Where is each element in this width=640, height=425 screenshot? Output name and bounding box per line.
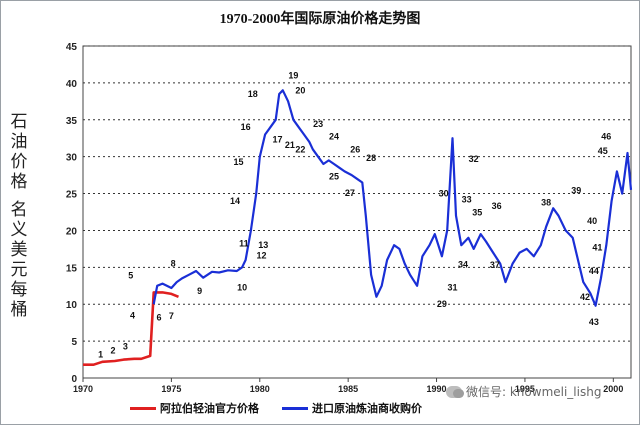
annotation-label-21: 21 (285, 140, 295, 150)
annotation-label-40: 40 (587, 216, 597, 226)
y-axis-label-line-1: 石油价格 (10, 112, 28, 191)
annotation-label-20: 20 (295, 85, 305, 95)
annotation-label-38: 38 (541, 197, 551, 207)
annotation-label-32: 32 (469, 154, 479, 164)
annotation-label-45: 45 (598, 146, 608, 156)
annotation-label-17: 17 (272, 135, 282, 145)
annotation-label-43: 43 (589, 317, 599, 327)
annotation-label-25: 25 (329, 172, 339, 182)
annotation-label-22: 22 (295, 144, 305, 154)
legend-swatch-red (130, 406, 156, 410)
annotation-label-23: 23 (313, 119, 323, 129)
series-line-1 (152, 89, 633, 307)
y-tick-label-15: 15 (66, 263, 78, 274)
annotation-label-18: 18 (248, 89, 258, 99)
annotation-label-46: 46 (601, 132, 611, 142)
annotation-label-14: 14 (230, 196, 240, 206)
annotation-label-44: 44 (589, 266, 599, 276)
annotation-label-7: 7 (169, 311, 174, 321)
annotation-label-12: 12 (257, 251, 267, 261)
annotation-label-35: 35 (472, 208, 482, 218)
annotation-label-24: 24 (329, 132, 339, 142)
x-tick-label-1975: 1975 (161, 384, 181, 394)
annotation-label-3: 3 (123, 341, 128, 351)
annotation-label-28: 28 (366, 153, 376, 163)
annotation-label-31: 31 (447, 282, 457, 292)
annotation-label-16: 16 (241, 122, 251, 132)
y-axis-label-line-2: 名义美元每桶 (10, 200, 28, 319)
y-tick-label-10: 10 (66, 300, 78, 311)
annotation-label-26: 26 (350, 144, 360, 154)
y-tick-label-0: 0 (71, 374, 77, 385)
y-axis-label: 石油价格 名义美元每桶 (4, 112, 34, 320)
annotation-label-42: 42 (580, 292, 590, 302)
y-tick-label-25: 25 (66, 190, 78, 201)
series-line-0 (83, 291, 179, 366)
x-tick-label-1985: 1985 (338, 384, 358, 394)
annotation-label-13: 13 (258, 240, 268, 250)
annotation-label-27: 27 (345, 188, 355, 198)
annotation-label-39: 39 (571, 186, 581, 196)
x-tick-label-1980: 1980 (250, 384, 270, 394)
y-tick-label-30: 30 (66, 153, 78, 164)
plot-area (82, 45, 632, 379)
wechat-icon (446, 385, 464, 398)
x-tick-label-1970: 1970 (73, 384, 93, 394)
watermark-text: 微信号: knowmeli_lishg (466, 385, 602, 399)
chart-title: 1970-2000年国际原油价格走势图 (219, 12, 421, 27)
annotation-label-1: 1 (98, 349, 103, 359)
annotation-label-9: 9 (197, 286, 202, 296)
annotation-label-29: 29 (437, 299, 447, 309)
y-tick-label-5: 5 (71, 337, 77, 348)
y-tick-label-45: 45 (66, 42, 78, 53)
y-tick-label-35: 35 (66, 116, 78, 127)
y-tick-label-20: 20 (66, 226, 78, 237)
watermark: 微信号: knowmeli_lishg (446, 383, 601, 400)
x-tick-label-1995: 1995 (515, 384, 535, 394)
annotation-label-15: 15 (234, 157, 244, 167)
legend-item-refiner-price: 进口原油炼油商收购价 (282, 400, 422, 416)
annotation-label-8: 8 (171, 259, 176, 269)
annotation-label-37: 37 (490, 260, 500, 270)
annotation-label-10: 10 (237, 282, 247, 292)
annotation-label-6: 6 (157, 313, 162, 323)
annotation-label-2: 2 (111, 346, 116, 356)
annotation-label-33: 33 (462, 194, 472, 204)
annotation-label-30: 30 (439, 189, 449, 199)
annotation-label-19: 19 (288, 71, 298, 81)
annotation-label-4: 4 (130, 310, 135, 320)
legend-label-official-price: 阿拉伯轻油官方价格 (160, 403, 259, 415)
x-tick-label-1990: 1990 (427, 384, 447, 394)
annotation-label-5: 5 (128, 270, 133, 280)
x-tick-label-2000: 2000 (603, 384, 623, 394)
legend-swatch-blue (282, 406, 308, 410)
annotation-label-34: 34 (458, 259, 468, 269)
annotation-label-36: 36 (492, 201, 502, 211)
annotation-label-11: 11 (239, 239, 249, 249)
legend-label-refiner-price: 进口原油炼油商收购价 (312, 403, 422, 415)
annotation-label-41: 41 (592, 242, 602, 252)
legend-item-official-price: 阿拉伯轻油官方价格 (130, 400, 259, 416)
y-tick-label-40: 40 (66, 79, 78, 90)
